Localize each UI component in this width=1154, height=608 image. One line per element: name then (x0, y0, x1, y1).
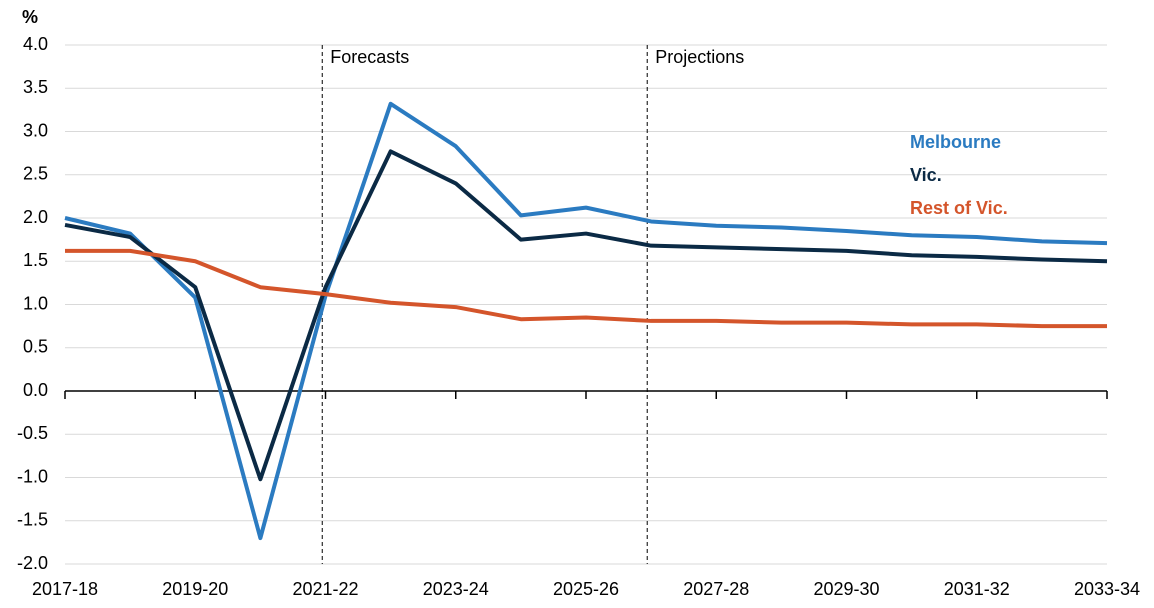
x-tick-label: 2021-22 (292, 579, 358, 599)
y-tick-label: -2.0 (17, 553, 48, 573)
x-tick-label: 2027-28 (683, 579, 749, 599)
x-tick-label: 2031-32 (944, 579, 1010, 599)
y-tick-label: 4.0 (23, 34, 48, 54)
x-tick-label: 2017-18 (32, 579, 98, 599)
y-tick-label: 0.0 (23, 380, 48, 400)
y-unit: % (22, 7, 38, 27)
legend-label: Melbourne (910, 132, 1001, 152)
x-tick-label: 2029-30 (813, 579, 879, 599)
series-line (65, 248, 1107, 329)
y-tick-label: 2.5 (23, 164, 48, 184)
annotation-label: Forecasts (330, 47, 409, 67)
annotation-label: Projections (655, 47, 744, 67)
y-tick-label: -1.5 (17, 510, 48, 530)
legend-label: Vic. (910, 165, 942, 185)
y-tick-label: 3.0 (23, 120, 48, 140)
y-tick-label: 3.5 (23, 77, 48, 97)
y-tick-label: 2.0 (23, 207, 48, 227)
x-tick-label: 2025-26 (553, 579, 619, 599)
x-tick-label: 2023-24 (423, 579, 489, 599)
series-line (64, 149, 1108, 482)
y-tick-label: 0.5 (23, 337, 48, 357)
y-tick-label: -1.0 (17, 466, 48, 486)
y-tick-label: 1.0 (23, 293, 48, 313)
x-tick-label: 2033-34 (1074, 579, 1140, 599)
series-line (64, 101, 1108, 541)
y-tick-label: 1.5 (23, 250, 48, 270)
x-tick-label: 2019-20 (162, 579, 228, 599)
y-tick-label: -0.5 (17, 423, 48, 443)
legend-label: Rest of Vic. (910, 198, 1008, 218)
